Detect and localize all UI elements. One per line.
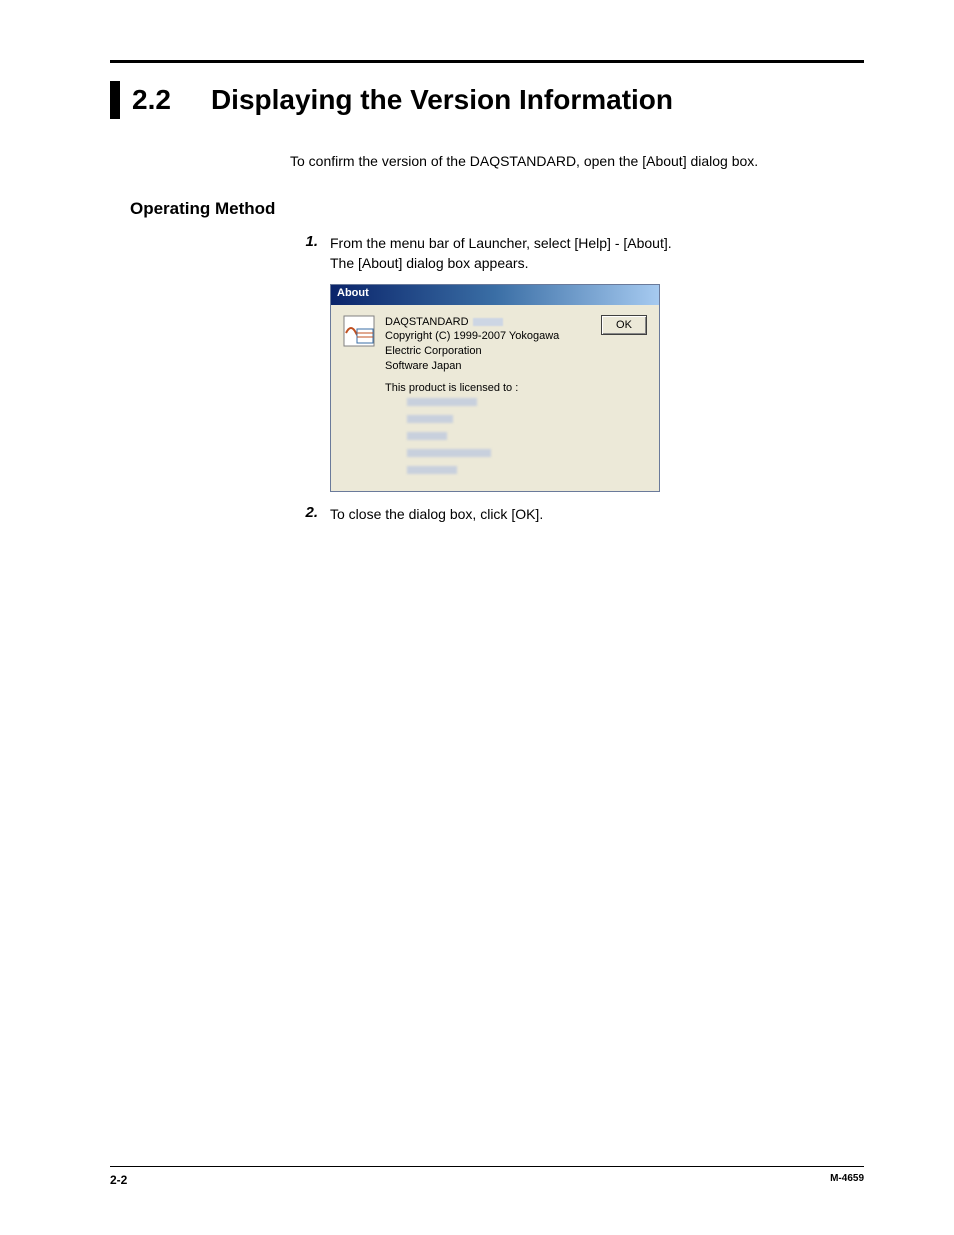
- page-number: 2-2: [110, 1173, 127, 1187]
- ok-button[interactable]: OK: [601, 315, 647, 335]
- redacted-version: [473, 318, 503, 326]
- license-block: This product is licensed to :: [385, 382, 647, 479]
- app-icon: [343, 315, 375, 347]
- step-body: To close the dialog box, click [OK].: [330, 504, 543, 524]
- heading-title: Displaying the Version Information: [211, 84, 673, 116]
- step-number: 2.: [300, 504, 330, 524]
- doc-id: M-4659: [830, 1173, 864, 1187]
- about-dialog: About DAQSTANDAR: [330, 284, 660, 492]
- step-number: 1.: [300, 233, 330, 274]
- step-line: To close the dialog box, click [OK].: [330, 504, 543, 524]
- subheading: Operating Method: [130, 199, 864, 219]
- section-heading: 2.2 Displaying the Version Information: [110, 81, 864, 119]
- copyright-line: Copyright (C) 1999-2007 Yokogawa Electri…: [385, 329, 593, 359]
- dialog-text: DAQSTANDARD Copyright (C) 1999-2007 Yoko…: [385, 315, 593, 374]
- heading-number: 2.2: [132, 84, 171, 116]
- heading-accent-bar: [110, 81, 120, 119]
- dialog-body: DAQSTANDARD Copyright (C) 1999-2007 Yoko…: [331, 305, 659, 491]
- redacted-line: [407, 415, 453, 423]
- step-line: The [About] dialog box appears.: [330, 253, 672, 273]
- redacted-line: [407, 449, 491, 457]
- top-rule: [110, 60, 864, 63]
- footer-rule: [110, 1166, 864, 1167]
- licensed-to-label: This product is licensed to :: [385, 382, 647, 394]
- redacted-line: [407, 432, 447, 440]
- redacted-line: [407, 466, 457, 474]
- dialog-titlebar: About: [331, 285, 659, 305]
- step-body: From the menu bar of Launcher, select [H…: [330, 233, 672, 274]
- dialog-title: About: [337, 287, 369, 299]
- step-2: 2. To close the dialog box, click [OK].: [300, 504, 864, 524]
- redacted-line: [407, 398, 477, 406]
- intro-text: To confirm the version of the DAQSTANDAR…: [290, 153, 864, 169]
- dialog-screenshot: About DAQSTANDAR: [330, 284, 864, 492]
- product-name: DAQSTANDARD: [385, 315, 469, 330]
- page-content: 2.2 Displaying the Version Information T…: [110, 60, 864, 1175]
- software-line: Software Japan: [385, 359, 593, 374]
- step-line: From the menu bar of Launcher, select [H…: [330, 233, 672, 253]
- page-footer: 2-2 M-4659: [110, 1166, 864, 1187]
- step-1: 1. From the menu bar of Launcher, select…: [300, 233, 864, 274]
